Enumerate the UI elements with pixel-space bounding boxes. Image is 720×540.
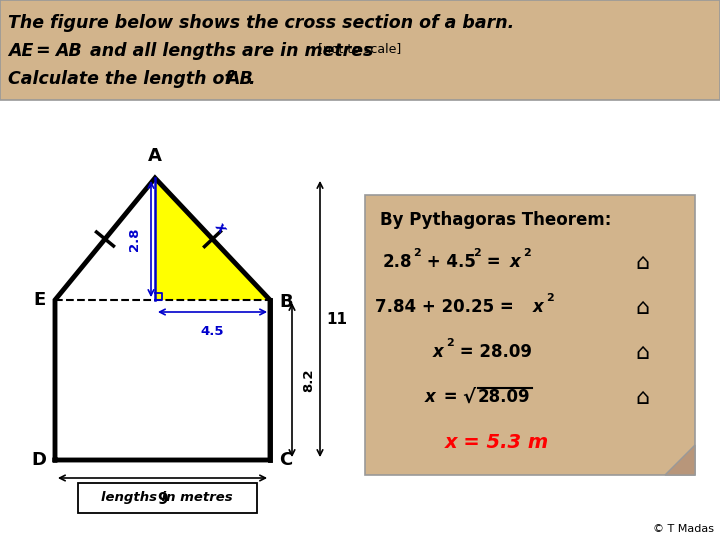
Text: =: = — [30, 42, 57, 60]
Text: C: C — [279, 451, 292, 469]
Text: x: x — [425, 388, 436, 406]
Text: x: x — [212, 219, 229, 235]
Text: B: B — [279, 293, 292, 311]
Text: = 28.09: = 28.09 — [454, 343, 532, 361]
Text: AB: AB — [55, 42, 82, 60]
Text: + 4.5: + 4.5 — [421, 253, 476, 271]
Text: 28.09: 28.09 — [478, 388, 531, 406]
Text: ⌂: ⌂ — [635, 388, 649, 408]
Text: E: E — [34, 291, 46, 309]
Polygon shape — [155, 178, 270, 300]
Text: 9: 9 — [157, 492, 168, 507]
Text: ⌂: ⌂ — [635, 343, 649, 363]
Text: =: = — [438, 388, 464, 406]
Text: √: √ — [462, 388, 475, 407]
Text: lengths in metres: lengths in metres — [102, 491, 233, 504]
Text: 2.8: 2.8 — [383, 253, 413, 271]
Text: 11: 11 — [326, 312, 347, 327]
Text: By Pythagoras Theorem:: By Pythagoras Theorem: — [380, 211, 611, 229]
Text: A: A — [148, 147, 162, 165]
Text: 2: 2 — [546, 293, 554, 303]
Text: x: x — [533, 298, 544, 316]
Text: 8.2: 8.2 — [302, 368, 315, 392]
Text: AB: AB — [226, 70, 253, 88]
Text: 2: 2 — [473, 248, 481, 258]
Text: 2: 2 — [446, 338, 454, 348]
Text: =: = — [481, 253, 506, 271]
Text: 7.84 + 20.25 =: 7.84 + 20.25 = — [375, 298, 520, 316]
Text: 4.5: 4.5 — [201, 325, 224, 338]
Text: The figure below shows the cross section of a barn.: The figure below shows the cross section… — [8, 14, 514, 32]
Text: 2.8: 2.8 — [128, 227, 141, 251]
Polygon shape — [665, 445, 695, 475]
FancyBboxPatch shape — [365, 195, 695, 475]
Text: Calculate the length of: Calculate the length of — [8, 70, 238, 88]
Text: [not to scale]: [not to scale] — [318, 42, 401, 55]
Text: AE: AE — [8, 42, 33, 60]
Text: D: D — [31, 451, 46, 469]
Text: and all lengths are in metres: and all lengths are in metres — [78, 42, 379, 60]
Text: x = 5.3 m: x = 5.3 m — [445, 433, 549, 452]
Text: ⌂: ⌂ — [635, 253, 649, 273]
Text: ⌂: ⌂ — [635, 298, 649, 318]
Text: 2: 2 — [523, 248, 531, 258]
Text: 2: 2 — [413, 248, 420, 258]
FancyBboxPatch shape — [0, 0, 720, 100]
FancyBboxPatch shape — [78, 483, 257, 513]
Text: x: x — [510, 253, 521, 271]
Text: x: x — [433, 343, 444, 361]
Text: .: . — [248, 70, 255, 88]
Text: © T Madas: © T Madas — [653, 524, 714, 534]
